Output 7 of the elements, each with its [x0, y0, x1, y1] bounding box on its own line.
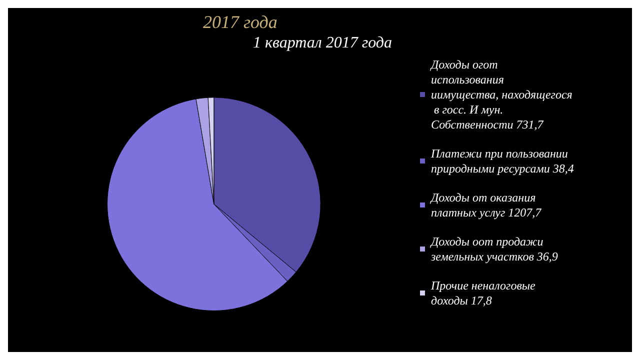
chart-subtitle: 1 квартал 2017 года: [253, 34, 392, 52]
legend-label: Платежи при пользовании природными ресурсами 38,4: [430, 146, 574, 176]
legend-label: Доходы оот продажи земельных участков 36,9: [430, 234, 558, 264]
legend-label: Доходы от оказания платных услуг 1207,7: [430, 190, 542, 220]
legend-label: Прочие неналоговые доходы 17,8: [430, 278, 538, 308]
legend-label: Доходы огот использования иимущества, находящегося в госс. И мун. Собственности 731,7: [430, 58, 573, 132]
chart-title: 2017 года: [203, 12, 278, 32]
